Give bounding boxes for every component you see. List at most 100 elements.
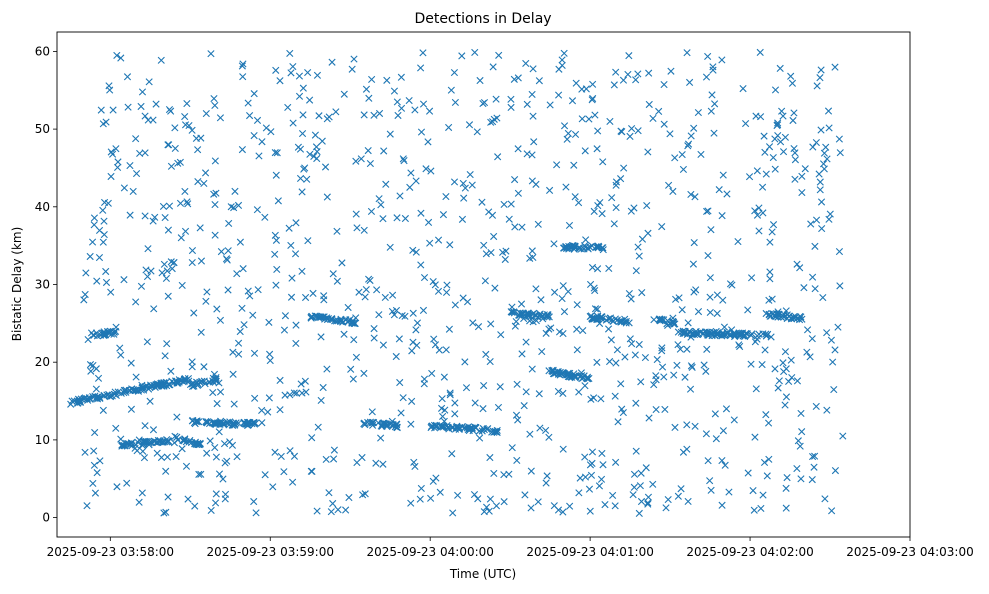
detection-point	[674, 492, 682, 500]
detection-point	[777, 313, 785, 321]
detection-point	[669, 187, 677, 195]
detection-point	[253, 206, 261, 214]
detection-point	[591, 286, 599, 295]
detection-point	[194, 146, 202, 154]
detection-point	[692, 286, 700, 294]
detection-point	[797, 475, 805, 483]
detection-point	[314, 423, 322, 431]
detection-point	[575, 489, 583, 497]
detection-point	[750, 506, 758, 514]
detection-point	[803, 326, 812, 334]
detection-point	[631, 351, 639, 359]
detection-point	[787, 356, 795, 364]
detection-point	[579, 326, 587, 335]
detection-point	[448, 450, 456, 458]
detection-point	[632, 267, 640, 275]
detection-point	[280, 468, 288, 476]
detection-point	[216, 114, 225, 122]
detection-point	[619, 409, 627, 417]
detection-point	[266, 350, 274, 358]
detection-point	[590, 394, 598, 402]
detection-point	[132, 373, 140, 381]
detection-point	[416, 495, 424, 503]
detection-point	[605, 264, 613, 273]
detection-point	[138, 88, 147, 96]
detection-point	[629, 491, 637, 499]
detection-point	[397, 104, 406, 112]
detection-point	[723, 190, 731, 198]
detection-point	[271, 149, 279, 157]
detection-point	[114, 158, 122, 166]
detection-point	[394, 111, 402, 120]
detection-point	[596, 198, 604, 207]
detection-point	[107, 288, 115, 296]
detection-point	[261, 471, 269, 479]
detection-point	[731, 332, 739, 340]
detection-point	[451, 98, 459, 107]
detection-point	[211, 499, 220, 507]
detection-point	[684, 319, 692, 327]
detection-point	[789, 116, 797, 125]
detection-point	[760, 458, 769, 467]
detection-point	[747, 331, 755, 339]
detection-point	[271, 250, 279, 258]
detection-point	[141, 149, 149, 157]
detection-point	[601, 501, 609, 509]
detection-point	[99, 238, 107, 246]
detection-point	[446, 389, 454, 397]
detection-point	[265, 394, 273, 402]
detection-point	[412, 248, 420, 256]
detection-point	[112, 145, 120, 153]
detection-point	[464, 423, 473, 431]
detection-point	[538, 347, 546, 356]
detection-point	[586, 243, 594, 251]
detection-point	[723, 330, 731, 338]
detection-point	[700, 361, 708, 369]
detection-point	[412, 177, 420, 185]
detection-point	[188, 259, 196, 267]
detection-point	[412, 326, 420, 334]
detection-point	[100, 391, 108, 399]
detection-point	[334, 506, 342, 514]
detection-point	[709, 63, 717, 71]
detection-point	[719, 427, 727, 435]
detection-point	[420, 380, 428, 388]
detection-point	[701, 328, 709, 336]
detection-point	[273, 265, 281, 273]
detection-point	[445, 325, 454, 333]
detection-point	[76, 398, 85, 406]
detection-point	[560, 122, 569, 130]
detection-point	[389, 420, 397, 429]
detection-point	[171, 144, 179, 153]
detection-point	[405, 96, 413, 105]
detection-point	[711, 100, 719, 108]
detection-point	[285, 224, 293, 232]
detection-point	[129, 187, 137, 196]
detection-point	[235, 350, 243, 358]
detection-point	[785, 312, 794, 320]
detection-point	[191, 502, 199, 510]
detection-point	[590, 207, 598, 215]
detection-point	[246, 292, 254, 300]
detection-point	[313, 71, 322, 79]
detection-point	[409, 246, 417, 254]
detection-point	[644, 148, 652, 156]
detection-point	[203, 288, 211, 296]
detection-point	[370, 334, 378, 342]
detection-point	[187, 438, 196, 447]
detection-point	[706, 477, 714, 485]
detection-point	[255, 152, 263, 160]
detection-point	[291, 250, 300, 258]
detection-point	[329, 455, 338, 463]
detection-point	[177, 234, 185, 242]
detection-point	[473, 128, 481, 136]
detection-point	[390, 311, 398, 319]
detection-point	[807, 220, 815, 228]
detection-point	[637, 378, 645, 386]
detection-point	[427, 167, 435, 175]
detection-point	[183, 99, 191, 108]
detection-point	[150, 305, 158, 313]
detection-point	[702, 430, 710, 438]
detection-point	[82, 269, 90, 277]
detection-point	[486, 495, 494, 503]
